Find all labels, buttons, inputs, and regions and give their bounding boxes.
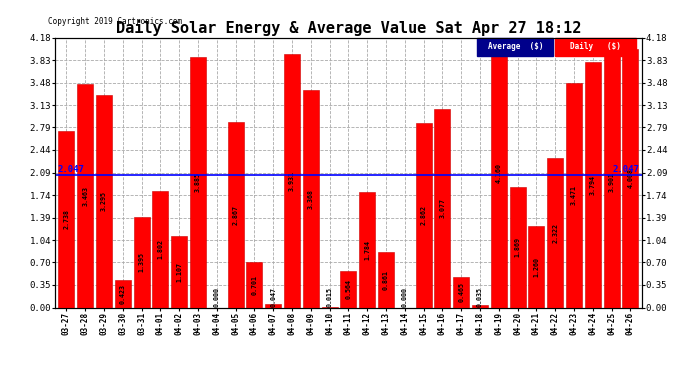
Bar xyxy=(77,84,93,308)
Text: 2.047: 2.047 xyxy=(57,165,84,174)
Bar xyxy=(246,262,262,308)
Bar xyxy=(547,158,563,308)
Text: 1.395: 1.395 xyxy=(139,252,145,273)
Bar xyxy=(134,217,150,308)
Bar xyxy=(322,306,337,308)
Bar xyxy=(529,226,544,308)
Text: 3.794: 3.794 xyxy=(590,175,596,195)
Bar xyxy=(265,304,282,307)
Bar xyxy=(152,191,168,308)
Bar xyxy=(284,54,300,307)
Text: 1.784: 1.784 xyxy=(364,240,371,260)
Text: 0.861: 0.861 xyxy=(383,270,389,290)
Text: 0.047: 0.047 xyxy=(270,287,276,307)
Text: 3.901: 3.901 xyxy=(609,171,615,192)
Text: 3.077: 3.077 xyxy=(440,198,446,218)
Text: 0.423: 0.423 xyxy=(120,284,126,304)
Text: 2.867: 2.867 xyxy=(233,205,239,225)
Text: 3.368: 3.368 xyxy=(308,189,314,209)
Text: 4.008: 4.008 xyxy=(627,168,633,188)
Text: 0.465: 0.465 xyxy=(458,282,464,303)
Text: 0.035: 0.035 xyxy=(477,287,483,307)
Bar xyxy=(472,305,488,308)
Bar xyxy=(228,122,244,308)
Text: 0.000: 0.000 xyxy=(214,287,220,307)
Text: 0.564: 0.564 xyxy=(346,279,351,299)
Bar xyxy=(115,280,131,308)
Bar xyxy=(566,83,582,308)
Text: Copyright 2019 Cartronics.com: Copyright 2019 Cartronics.com xyxy=(48,17,182,26)
Title: Daily Solar Energy & Average Value Sat Apr 27 18:12: Daily Solar Energy & Average Value Sat A… xyxy=(116,20,581,36)
Bar xyxy=(510,187,526,308)
Text: 4.160: 4.160 xyxy=(496,163,502,183)
Bar xyxy=(340,271,357,308)
Text: 0.701: 0.701 xyxy=(251,275,257,295)
Text: 1.802: 1.802 xyxy=(157,239,164,259)
Text: 1.260: 1.260 xyxy=(533,257,540,277)
Text: 1.107: 1.107 xyxy=(176,262,182,282)
Text: 2.047: 2.047 xyxy=(613,165,640,174)
Bar xyxy=(303,90,319,308)
Bar xyxy=(622,49,638,308)
Bar xyxy=(378,252,394,308)
Text: 1.869: 1.869 xyxy=(515,237,521,257)
Bar xyxy=(585,62,601,308)
Text: 2.862: 2.862 xyxy=(421,205,426,225)
Bar xyxy=(190,57,206,308)
Text: 3.295: 3.295 xyxy=(101,191,107,211)
Bar xyxy=(604,56,620,308)
Bar xyxy=(415,123,432,308)
Text: 3.471: 3.471 xyxy=(571,185,577,206)
Bar xyxy=(491,39,507,308)
Text: 3.885: 3.885 xyxy=(195,172,201,192)
Bar xyxy=(453,278,469,308)
Bar xyxy=(96,94,112,308)
Text: 2.322: 2.322 xyxy=(552,222,558,243)
Text: 0.000: 0.000 xyxy=(402,287,408,307)
Bar xyxy=(359,192,375,308)
Bar xyxy=(435,109,451,308)
Text: 3.463: 3.463 xyxy=(82,186,88,206)
Bar xyxy=(59,130,75,308)
Text: 2.738: 2.738 xyxy=(63,209,70,229)
Text: 0.015: 0.015 xyxy=(326,287,333,307)
Text: 3.931: 3.931 xyxy=(289,171,295,190)
Bar xyxy=(171,236,187,308)
